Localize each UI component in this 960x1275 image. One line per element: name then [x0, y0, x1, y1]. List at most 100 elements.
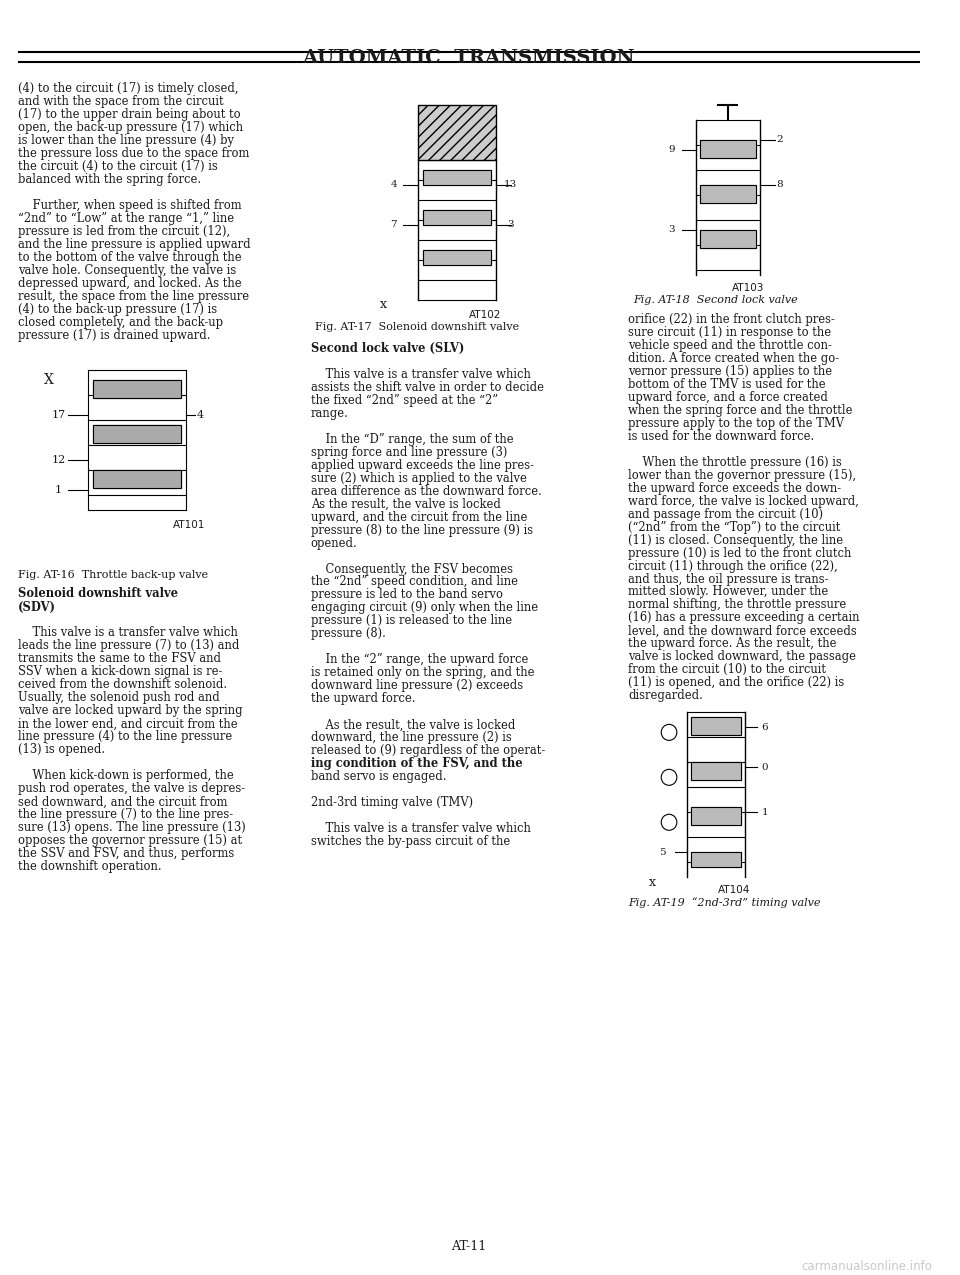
Text: assists the shift valve in order to decide: assists the shift valve in order to deci…	[311, 381, 543, 394]
Text: the upward force exceeds the down-: the upward force exceeds the down-	[628, 482, 841, 495]
Text: orifice (22) in the front clutch pres-: orifice (22) in the front clutch pres-	[628, 312, 835, 325]
Text: In the “D” range, the sum of the: In the “D” range, the sum of the	[311, 432, 514, 446]
Bar	[700, 185, 756, 203]
Text: As the result, the valve is locked: As the result, the valve is locked	[311, 497, 500, 510]
Bar	[93, 469, 180, 487]
Bar	[690, 762, 741, 780]
Text: (11) is closed. Consequently, the line: (11) is closed. Consequently, the line	[628, 533, 843, 547]
Text: band servo is engaged.: band servo is engaged.	[311, 770, 446, 783]
Text: leads the line pressure (7) to (13) and: leads the line pressure (7) to (13) and	[17, 640, 239, 653]
Text: spring force and line pressure (3): spring force and line pressure (3)	[311, 445, 507, 459]
Bar	[690, 852, 741, 867]
Bar	[423, 250, 492, 265]
Bar	[700, 140, 756, 158]
Text: Fig. AT-18  Second lock valve: Fig. AT-18 Second lock valve	[633, 295, 798, 305]
Text: is used for the downward force.: is used for the downward force.	[628, 430, 814, 442]
Bar	[690, 807, 741, 825]
Text: pressure is led to the band servo: pressure is led to the band servo	[311, 589, 503, 602]
Text: valve is locked downward, the passage: valve is locked downward, the passage	[628, 650, 856, 663]
Text: pressure (8).: pressure (8).	[311, 627, 386, 640]
Text: engaging circuit (9) only when the line: engaging circuit (9) only when the line	[311, 602, 538, 615]
Text: Fig. AT-17  Solenoid downshift valve: Fig. AT-17 Solenoid downshift valve	[316, 321, 519, 332]
Text: 1: 1	[55, 484, 62, 495]
Bar	[93, 380, 180, 398]
Text: (17) to the upper drain being about to: (17) to the upper drain being about to	[17, 108, 240, 121]
Bar	[690, 762, 741, 780]
Text: area difference as the downward force.: area difference as the downward force.	[311, 484, 541, 497]
Text: (13) is opened.: (13) is opened.	[17, 743, 105, 756]
Text: Usually, the solenoid push rod and: Usually, the solenoid push rod and	[17, 691, 219, 704]
Text: 2nd-3rd timing valve (TMV): 2nd-3rd timing valve (TMV)	[311, 797, 472, 810]
Text: 17: 17	[52, 409, 65, 419]
Text: range.: range.	[311, 407, 348, 419]
Text: applied upward exceeds the line pres-: applied upward exceeds the line pres-	[311, 459, 534, 472]
Text: (SDV): (SDV)	[17, 601, 56, 613]
Text: pressure apply to the top of the TMV: pressure apply to the top of the TMV	[628, 417, 844, 430]
Text: disregarded.: disregarded.	[628, 690, 703, 703]
Text: vernor pressure (15) applies to the: vernor pressure (15) applies to the	[628, 365, 832, 377]
Text: the line pressure (7) to the line pres-: the line pressure (7) to the line pres-	[17, 808, 232, 821]
Circle shape	[661, 769, 677, 785]
Text: 6: 6	[761, 723, 768, 732]
Text: is retained only on the spring, and the: is retained only on the spring, and the	[311, 667, 534, 680]
Text: Solenoid downshift valve: Solenoid downshift valve	[17, 588, 178, 601]
Text: is lower than the line pressure (4) by: is lower than the line pressure (4) by	[17, 134, 233, 147]
Text: This valve is a transfer valve which: This valve is a transfer valve which	[17, 626, 237, 640]
Text: Fig. AT-19  “2nd-3rd” timing valve: Fig. AT-19 “2nd-3rd” timing valve	[628, 898, 821, 908]
Text: sed downward, and the circuit from: sed downward, and the circuit from	[17, 796, 228, 808]
Text: 7: 7	[391, 221, 396, 230]
Text: 1: 1	[761, 808, 768, 817]
Text: In the “2” range, the upward force: In the “2” range, the upward force	[311, 653, 528, 667]
Text: valve hole. Consequently, the valve is: valve hole. Consequently, the valve is	[17, 264, 236, 277]
Text: released to (9) regardless of the operat-: released to (9) regardless of the operat…	[311, 745, 545, 757]
Text: valve are locked upward by the spring: valve are locked upward by the spring	[17, 704, 242, 718]
Text: As the result, the valve is locked: As the result, the valve is locked	[311, 718, 515, 732]
Bar	[700, 185, 756, 203]
Text: downward, the line pressure (2) is: downward, the line pressure (2) is	[311, 732, 512, 745]
Text: 2: 2	[776, 135, 782, 144]
Text: when the spring force and the throttle: when the spring force and the throttle	[628, 404, 852, 417]
Text: normal shifting, the throttle pressure: normal shifting, the throttle pressure	[628, 598, 847, 612]
Bar	[690, 718, 741, 736]
Text: This valve is a transfer valve which: This valve is a transfer valve which	[311, 367, 531, 381]
Text: (4) to the back-up pressure (17) is: (4) to the back-up pressure (17) is	[17, 302, 217, 316]
Bar	[423, 170, 492, 185]
Text: vehicle speed and the throttle con-: vehicle speed and the throttle con-	[628, 339, 832, 352]
Bar	[423, 210, 492, 224]
Bar	[700, 230, 756, 247]
Text: 0: 0	[761, 762, 768, 771]
Text: (11) is opened, and the orifice (22) is: (11) is opened, and the orifice (22) is	[628, 677, 844, 690]
Text: (4) to the circuit (17) is timely closed,: (4) to the circuit (17) is timely closed…	[17, 82, 238, 94]
Text: X: X	[44, 372, 54, 386]
Text: 13: 13	[504, 180, 517, 190]
Bar	[690, 807, 741, 825]
Text: from the circuit (10) to the circuit: from the circuit (10) to the circuit	[628, 663, 826, 677]
Text: depressed upward, and locked. As the: depressed upward, and locked. As the	[17, 277, 241, 289]
Text: 8: 8	[776, 180, 782, 190]
Text: upward, and the circuit from the line: upward, and the circuit from the line	[311, 510, 527, 524]
Text: line pressure (4) to the line pressure: line pressure (4) to the line pressure	[17, 731, 231, 743]
Text: the pressure loss due to the space from: the pressure loss due to the space from	[17, 147, 249, 159]
Text: and the line pressure is applied upward: and the line pressure is applied upward	[17, 238, 251, 251]
Text: carmanualsonline.info: carmanualsonline.info	[801, 1261, 932, 1274]
Text: 4: 4	[197, 409, 204, 419]
Text: AT103: AT103	[732, 283, 765, 293]
Text: x: x	[380, 298, 387, 311]
Text: Fig. AT-16  Throttle back-up valve: Fig. AT-16 Throttle back-up valve	[17, 570, 207, 580]
Text: bottom of the TMV is used for the: bottom of the TMV is used for the	[628, 377, 826, 390]
Text: transmits the same to the FSV and: transmits the same to the FSV and	[17, 653, 221, 666]
Bar	[93, 425, 180, 442]
Text: AT-11: AT-11	[451, 1241, 487, 1253]
Bar	[423, 210, 492, 224]
Text: lower than the governor pressure (15),: lower than the governor pressure (15),	[628, 469, 856, 482]
Text: This valve is a transfer valve which: This valve is a transfer valve which	[311, 822, 531, 835]
Text: pressure (8) to the line pressure (9) is: pressure (8) to the line pressure (9) is	[311, 524, 533, 537]
Text: closed completely, and the back-up: closed completely, and the back-up	[17, 316, 223, 329]
Text: ceived from the downshift solenoid.: ceived from the downshift solenoid.	[17, 678, 227, 691]
Bar	[423, 170, 492, 185]
Text: Second lock valve (SLV): Second lock valve (SLV)	[311, 342, 464, 354]
Text: 12: 12	[52, 455, 65, 464]
Text: the “2nd” speed condition, and line: the “2nd” speed condition, and line	[311, 575, 517, 589]
Text: the upward force.: the upward force.	[311, 692, 415, 705]
Circle shape	[661, 724, 677, 741]
